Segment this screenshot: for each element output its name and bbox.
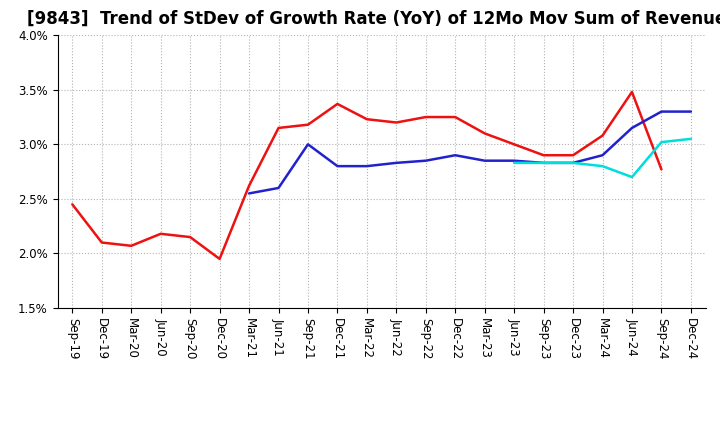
- 3 Years: [598, 133, 607, 138]
- 5 Years: [539, 160, 548, 165]
- 5 Years: [304, 142, 312, 147]
- 3 Years: [392, 120, 400, 125]
- 3 Years: [156, 231, 165, 236]
- 7 Years: [687, 136, 696, 142]
- 3 Years: [186, 235, 194, 240]
- 5 Years: [510, 158, 518, 163]
- 7 Years: [628, 174, 636, 180]
- 3 Years: [68, 202, 76, 207]
- 7 Years: [539, 160, 548, 165]
- 7 Years: [510, 160, 518, 165]
- 5 Years: [480, 158, 489, 163]
- 3 Years: [274, 125, 283, 131]
- 3 Years: [628, 89, 636, 95]
- 5 Years: [451, 153, 459, 158]
- 5 Years: [628, 125, 636, 131]
- 5 Years: [363, 164, 372, 169]
- 5 Years: [421, 158, 430, 163]
- Line: 7 Years: 7 Years: [514, 139, 691, 177]
- 5 Years: [569, 160, 577, 165]
- 3 Years: [421, 114, 430, 120]
- 5 Years: [274, 185, 283, 191]
- 3 Years: [480, 131, 489, 136]
- 3 Years: [127, 243, 135, 249]
- Line: 3 Years: 3 Years: [72, 92, 662, 259]
- 5 Years: [657, 109, 666, 114]
- 5 Years: [392, 160, 400, 165]
- Title: [9843]  Trend of StDev of Growth Rate (YoY) of 12Mo Mov Sum of Revenues: [9843] Trend of StDev of Growth Rate (Yo…: [27, 10, 720, 28]
- 3 Years: [657, 167, 666, 172]
- 3 Years: [451, 114, 459, 120]
- 3 Years: [363, 117, 372, 122]
- 3 Years: [304, 122, 312, 127]
- Line: 5 Years: 5 Years: [249, 112, 691, 194]
- 3 Years: [539, 153, 548, 158]
- 7 Years: [598, 164, 607, 169]
- 5 Years: [687, 109, 696, 114]
- 5 Years: [245, 191, 253, 196]
- 3 Years: [215, 256, 224, 261]
- 3 Years: [569, 153, 577, 158]
- 3 Years: [333, 101, 342, 106]
- 3 Years: [510, 142, 518, 147]
- 7 Years: [569, 160, 577, 165]
- 3 Years: [97, 240, 106, 245]
- 3 Years: [245, 183, 253, 188]
- 7 Years: [657, 139, 666, 145]
- 5 Years: [598, 153, 607, 158]
- 5 Years: [333, 164, 342, 169]
